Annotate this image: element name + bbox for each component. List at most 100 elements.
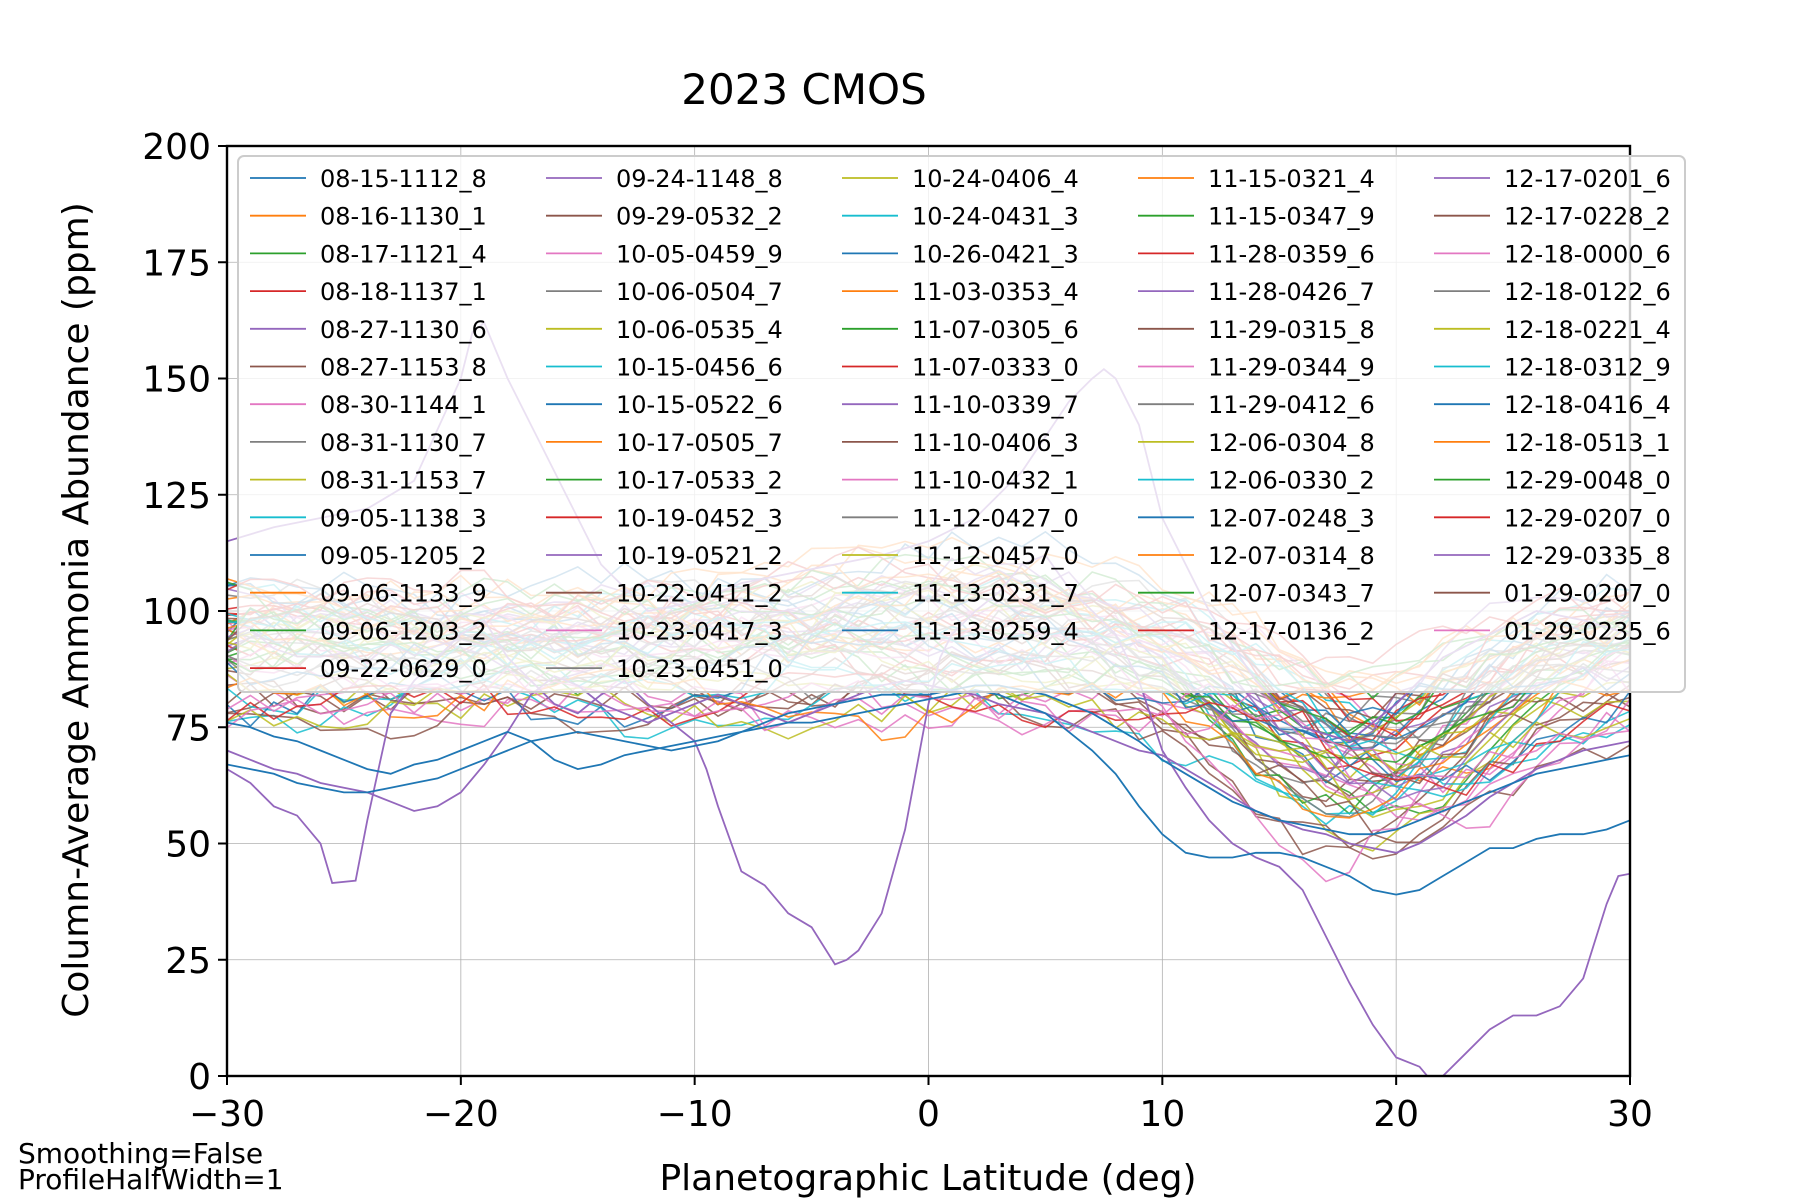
y-tick-label: 75 — [165, 708, 211, 749]
legend-label: 11-15-0321_4 — [1208, 165, 1375, 193]
legend-label: 08-15-1112_8 — [320, 165, 487, 193]
profile-half-width-note: ProfileHalfWidth=1 — [18, 1163, 284, 1196]
y-axis-label: Column-Average Ammonia Abundance (ppm) — [56, 202, 97, 1018]
legend-entry: 11-10-0432_1 — [842, 467, 1079, 495]
legend-label: 11-28-0359_6 — [1208, 240, 1375, 268]
legend-label: 09-06-1133_9 — [320, 580, 487, 608]
legend-label: 11-10-0432_1 — [912, 467, 1079, 495]
legend-entry: 12-17-0228_2 — [1434, 203, 1671, 231]
legend-label: 11-07-0305_6 — [912, 316, 1079, 344]
legend-label: 10-19-0452_3 — [616, 504, 783, 532]
legend-label: 10-23-0451_0 — [616, 655, 783, 683]
legend-entry: 10-24-0406_4 — [842, 165, 1079, 193]
series-line — [227, 671, 1630, 830]
legend-entry: 11-29-0344_9 — [1138, 354, 1375, 382]
legend-entry: 10-15-0522_6 — [546, 391, 783, 419]
legend-entry: 10-19-0521_2 — [546, 542, 783, 570]
smoothing-note: Smoothing=False — [18, 1137, 264, 1170]
x-axis-label: Planetographic Latitude (deg) — [659, 1158, 1196, 1199]
legend-entry: 11-13-0231_7 — [842, 580, 1079, 608]
legend-label: 12-18-0513_1 — [1504, 429, 1671, 457]
legend-entry: 09-22-0629_0 — [250, 655, 487, 683]
x-tick-label: −30 — [189, 1094, 265, 1135]
legend-entry: 10-23-0417_3 — [546, 617, 783, 645]
legend-entry: 09-29-0532_2 — [546, 203, 783, 231]
legend-entry: 12-06-0330_2 — [1138, 467, 1375, 495]
x-tick-label: −20 — [423, 1094, 499, 1135]
legend-entry: 08-31-1130_7 — [250, 429, 487, 457]
legend-entry: 09-06-1133_9 — [250, 580, 487, 608]
legend-label: 12-17-0201_6 — [1504, 165, 1671, 193]
legend-label: 08-30-1144_1 — [320, 391, 487, 419]
legend-entry: 10-23-0451_0 — [546, 655, 783, 683]
legend-entry: 12-18-0221_4 — [1434, 316, 1671, 344]
legend-label: 09-05-1138_3 — [320, 504, 487, 532]
legend-label: 12-18-0221_4 — [1504, 316, 1671, 344]
legend-label: 12-18-0416_4 — [1504, 391, 1671, 419]
y-tick-label: 25 — [165, 941, 211, 982]
legend-entry: 11-29-0315_8 — [1138, 316, 1375, 344]
legend-label: 10-24-0406_4 — [912, 165, 1079, 193]
legend-label: 10-24-0431_3 — [912, 203, 1079, 231]
y-axis-ticks: 0 25 50 75 100 125 150 175 200 — [142, 127, 227, 1098]
legend-label: 09-24-1148_8 — [616, 165, 783, 193]
legend-label: 08-27-1153_8 — [320, 354, 487, 382]
legend-label: 08-31-1130_7 — [320, 429, 487, 457]
y-tick-label: 0 — [188, 1057, 211, 1098]
legend-entry: 10-17-0533_2 — [546, 467, 783, 495]
legend-label: 12-17-0228_2 — [1504, 203, 1671, 231]
legend-label: 11-13-0231_7 — [912, 580, 1079, 608]
legend-label: 11-07-0333_0 — [912, 354, 1079, 382]
legend-label: 01-29-0235_6 — [1504, 617, 1671, 645]
legend-label: 11-10-0406_3 — [912, 429, 1079, 457]
legend-label: 12-17-0136_2 — [1208, 617, 1375, 645]
legend-label: 10-15-0522_6 — [616, 391, 783, 419]
legend-entry: 09-05-1205_2 — [250, 542, 487, 570]
legend-label: 11-15-0347_9 — [1208, 203, 1375, 231]
legend-label: 11-29-0412_6 — [1208, 391, 1375, 419]
legend-label: 10-15-0456_6 — [616, 354, 783, 382]
legend-label: 08-18-1137_1 — [320, 278, 487, 306]
legend-label: 12-07-0314_8 — [1208, 542, 1375, 570]
series-line — [227, 684, 1630, 836]
legend-label: 09-06-1203_2 — [320, 617, 487, 645]
legend-label: 12-18-0312_9 — [1504, 354, 1671, 382]
legend-entry: 11-29-0412_6 — [1138, 391, 1375, 419]
legend-entry: 08-16-1130_1 — [250, 203, 487, 231]
series-line — [227, 671, 1630, 797]
legend-entry: 11-10-0406_3 — [842, 429, 1079, 457]
y-tick-label: 200 — [142, 127, 211, 168]
legend-entry: 09-24-1148_8 — [546, 165, 783, 193]
legend-label: 01-29-0207_0 — [1504, 580, 1671, 608]
legend-entry: 08-27-1130_6 — [250, 316, 487, 344]
legend-entry: 10-06-0535_4 — [546, 316, 783, 344]
legend-label: 11-03-0353_4 — [912, 278, 1079, 306]
legend-entry: 12-18-0000_6 — [1434, 240, 1671, 268]
legend-entry: 11-28-0426_7 — [1138, 278, 1375, 306]
legend-entry: 08-27-1153_8 — [250, 354, 487, 382]
legend-label: 10-17-0533_2 — [616, 467, 783, 495]
legend-entry: 12-18-0416_4 — [1434, 391, 1671, 419]
legend-label: 12-29-0335_8 — [1504, 542, 1671, 570]
legend-label: 10-17-0505_7 — [616, 429, 783, 457]
legend-entry: 12-07-0314_8 — [1138, 542, 1375, 570]
legend-label: 12-29-0048_0 — [1504, 467, 1671, 495]
legend-label: 09-22-0629_0 — [320, 655, 487, 683]
legend-label: 08-16-1130_1 — [320, 203, 487, 231]
legend-entry: 11-12-0427_0 — [842, 504, 1079, 532]
legend-label: 09-29-0532_2 — [616, 203, 783, 231]
legend-entry: 10-05-0459_9 — [546, 240, 783, 268]
legend-entry: 01-29-0235_6 — [1434, 617, 1671, 645]
legend-entry: 12-29-0048_0 — [1434, 467, 1671, 495]
legend-label: 12-07-0343_7 — [1208, 580, 1375, 608]
legend-entry: 10-06-0504_7 — [546, 278, 783, 306]
legend-label: 10-23-0417_3 — [616, 617, 783, 645]
legend-entry: 08-15-1112_8 — [250, 165, 487, 193]
legend-entry: 12-17-0201_6 — [1434, 165, 1671, 193]
legend-entry: 12-17-0136_2 — [1138, 617, 1375, 645]
legend-entry: 11-07-0333_0 — [842, 354, 1079, 382]
legend-label: 09-05-1205_2 — [320, 542, 487, 570]
legend-entry: 11-13-0259_4 — [842, 617, 1079, 645]
legend-label: 10-26-0421_3 — [912, 240, 1079, 268]
